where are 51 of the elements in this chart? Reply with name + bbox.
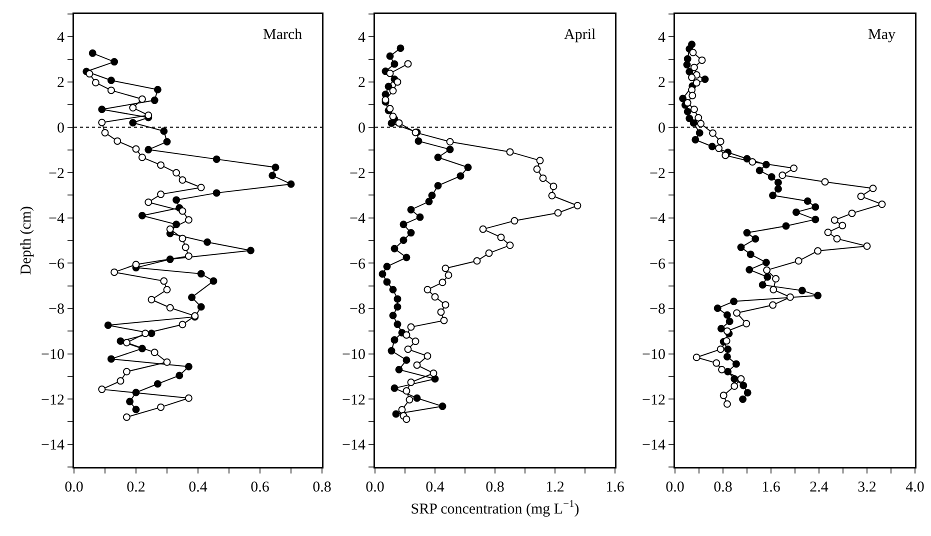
x-tick-label: 0.0 xyxy=(366,480,384,496)
x-tick-label: 3.2 xyxy=(858,480,876,496)
x-tick-label: 0.4 xyxy=(426,480,445,496)
y-tick-label: −8 xyxy=(650,302,666,318)
y-tick-label: −4 xyxy=(650,211,666,228)
y-tick-label: −10 xyxy=(41,347,64,363)
y-tick-label: −4 xyxy=(48,211,65,228)
y-tick-label: 4 xyxy=(358,30,366,46)
y-tick-label: −6 xyxy=(48,256,65,272)
y-tick-label: −10 xyxy=(342,347,366,363)
y-tick-label: 4 xyxy=(658,30,666,46)
y-tick-label: −2 xyxy=(650,166,666,182)
x-tick-label: 0.6 xyxy=(250,480,270,496)
y-tick-label: 0 xyxy=(658,120,666,136)
y-tick-label: 2 xyxy=(358,75,366,92)
y-tick-label: −10 xyxy=(642,347,666,363)
y-tick-label: −4 xyxy=(350,211,366,228)
y-tick-label: 0 xyxy=(358,120,366,136)
x-tick-label: 1.2 xyxy=(546,480,564,496)
y-tick-label: −12 xyxy=(41,392,64,408)
y-tick-label: 4 xyxy=(57,30,65,46)
x-tick-label: 0.0 xyxy=(64,480,84,496)
annotation: April xyxy=(564,27,596,43)
y-tick-label: −8 xyxy=(350,302,366,318)
y-tick-label: −12 xyxy=(342,392,366,408)
x-tick-label: 2.4 xyxy=(810,480,829,496)
annotation: March xyxy=(263,27,303,43)
x-tick-label: 1.6 xyxy=(762,480,781,496)
x-tick-label: 1.6 xyxy=(606,480,625,496)
y-axis-title: Depth (cm) xyxy=(18,206,35,275)
x-tick-label: 0.0 xyxy=(666,480,684,496)
y-tick-label: 0 xyxy=(57,120,64,136)
y-tick-label: −14 xyxy=(342,438,366,454)
y-tick-label: −12 xyxy=(642,392,666,408)
y-tick-label: −14 xyxy=(41,438,65,454)
y-tick-label: 2 xyxy=(57,75,64,92)
x-tick-label: 0.8 xyxy=(486,480,504,496)
annotation: May xyxy=(868,27,896,43)
y-tick-label: −14 xyxy=(642,438,666,454)
y-tick-label: −8 xyxy=(48,302,64,318)
x-tick-label: 0.2 xyxy=(126,480,146,496)
y-tick-label: −2 xyxy=(350,166,366,182)
y-tick-label: −6 xyxy=(650,256,666,272)
y-tick-label: −2 xyxy=(48,166,64,182)
x-tick-label: 0.8 xyxy=(312,480,332,496)
x-tick-label: 0.4 xyxy=(188,480,208,496)
x-tick-label: 4.0 xyxy=(906,480,924,496)
x-tick-label: 0.8 xyxy=(714,480,732,496)
y-tick-label: −6 xyxy=(350,256,366,272)
x-axis-title: SRP concentration (mg L$^{−1}$) xyxy=(410,498,580,518)
y-tick-label: 2 xyxy=(658,75,666,92)
